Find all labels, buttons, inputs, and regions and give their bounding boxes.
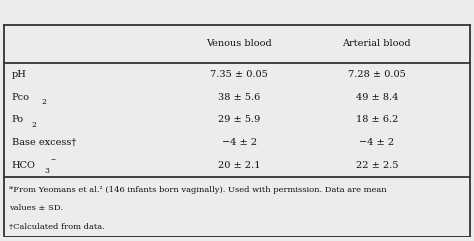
Text: 2: 2 (32, 121, 36, 129)
Text: 20 ± 2.1: 20 ± 2.1 (218, 161, 261, 170)
Text: 3: 3 (44, 167, 49, 175)
Text: values ± SD.: values ± SD. (9, 204, 63, 213)
Text: Arterial blood: Arterial blood (343, 40, 411, 48)
Text: *From Yeomans et al.² (146 infants born vaginally). Used with permission. Data a: *From Yeomans et al.² (146 infants born … (9, 186, 386, 194)
Text: −4 ± 2: −4 ± 2 (359, 138, 394, 147)
Text: Pco: Pco (12, 93, 30, 101)
Text: 2: 2 (41, 98, 46, 106)
Text: 49 ± 8.4: 49 ± 8.4 (356, 93, 398, 101)
Text: 7.28 ± 0.05: 7.28 ± 0.05 (348, 70, 406, 79)
Text: Po: Po (12, 115, 24, 124)
Text: pH: pH (12, 70, 27, 79)
Text: †Calculated from data.: †Calculated from data. (9, 222, 104, 231)
Text: HCO: HCO (12, 161, 36, 170)
Text: 18 ± 6.2: 18 ± 6.2 (356, 115, 398, 124)
Text: −4 ± 2: −4 ± 2 (222, 138, 257, 147)
Text: 22 ± 2.5: 22 ± 2.5 (356, 161, 398, 170)
Text: −: − (51, 156, 56, 161)
Text: 38 ± 5.6: 38 ± 5.6 (218, 93, 261, 101)
Text: Venous blood: Venous blood (207, 40, 272, 48)
Text: Base excess†: Base excess† (12, 138, 76, 147)
Text: 7.35 ± 0.05: 7.35 ± 0.05 (210, 70, 268, 79)
Text: 29 ± 5.9: 29 ± 5.9 (218, 115, 261, 124)
